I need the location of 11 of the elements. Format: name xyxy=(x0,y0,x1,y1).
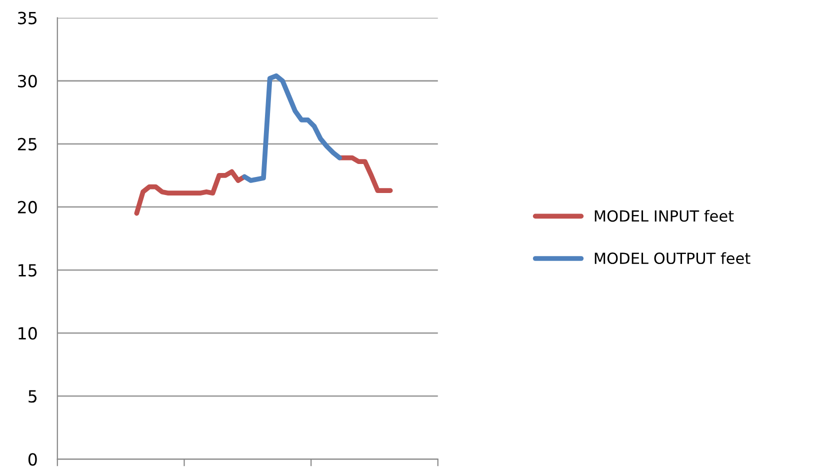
y-tick-label: 20 xyxy=(18,200,37,214)
legend-label: MODEL INPUT feet xyxy=(594,210,734,222)
y-tick-label: 30 xyxy=(18,74,37,88)
legend-label: MODEL OUTPUT feet xyxy=(594,252,750,264)
y-tick-label: 5 xyxy=(28,390,36,403)
y-tick-label: 35 xyxy=(18,12,36,24)
line-series xyxy=(242,73,342,183)
y-tick-label: 10 xyxy=(18,327,37,340)
y-tick-label: 0 xyxy=(28,453,37,466)
y-tick-label: 25 xyxy=(18,138,36,150)
y-tick-label: 15 xyxy=(18,264,36,277)
